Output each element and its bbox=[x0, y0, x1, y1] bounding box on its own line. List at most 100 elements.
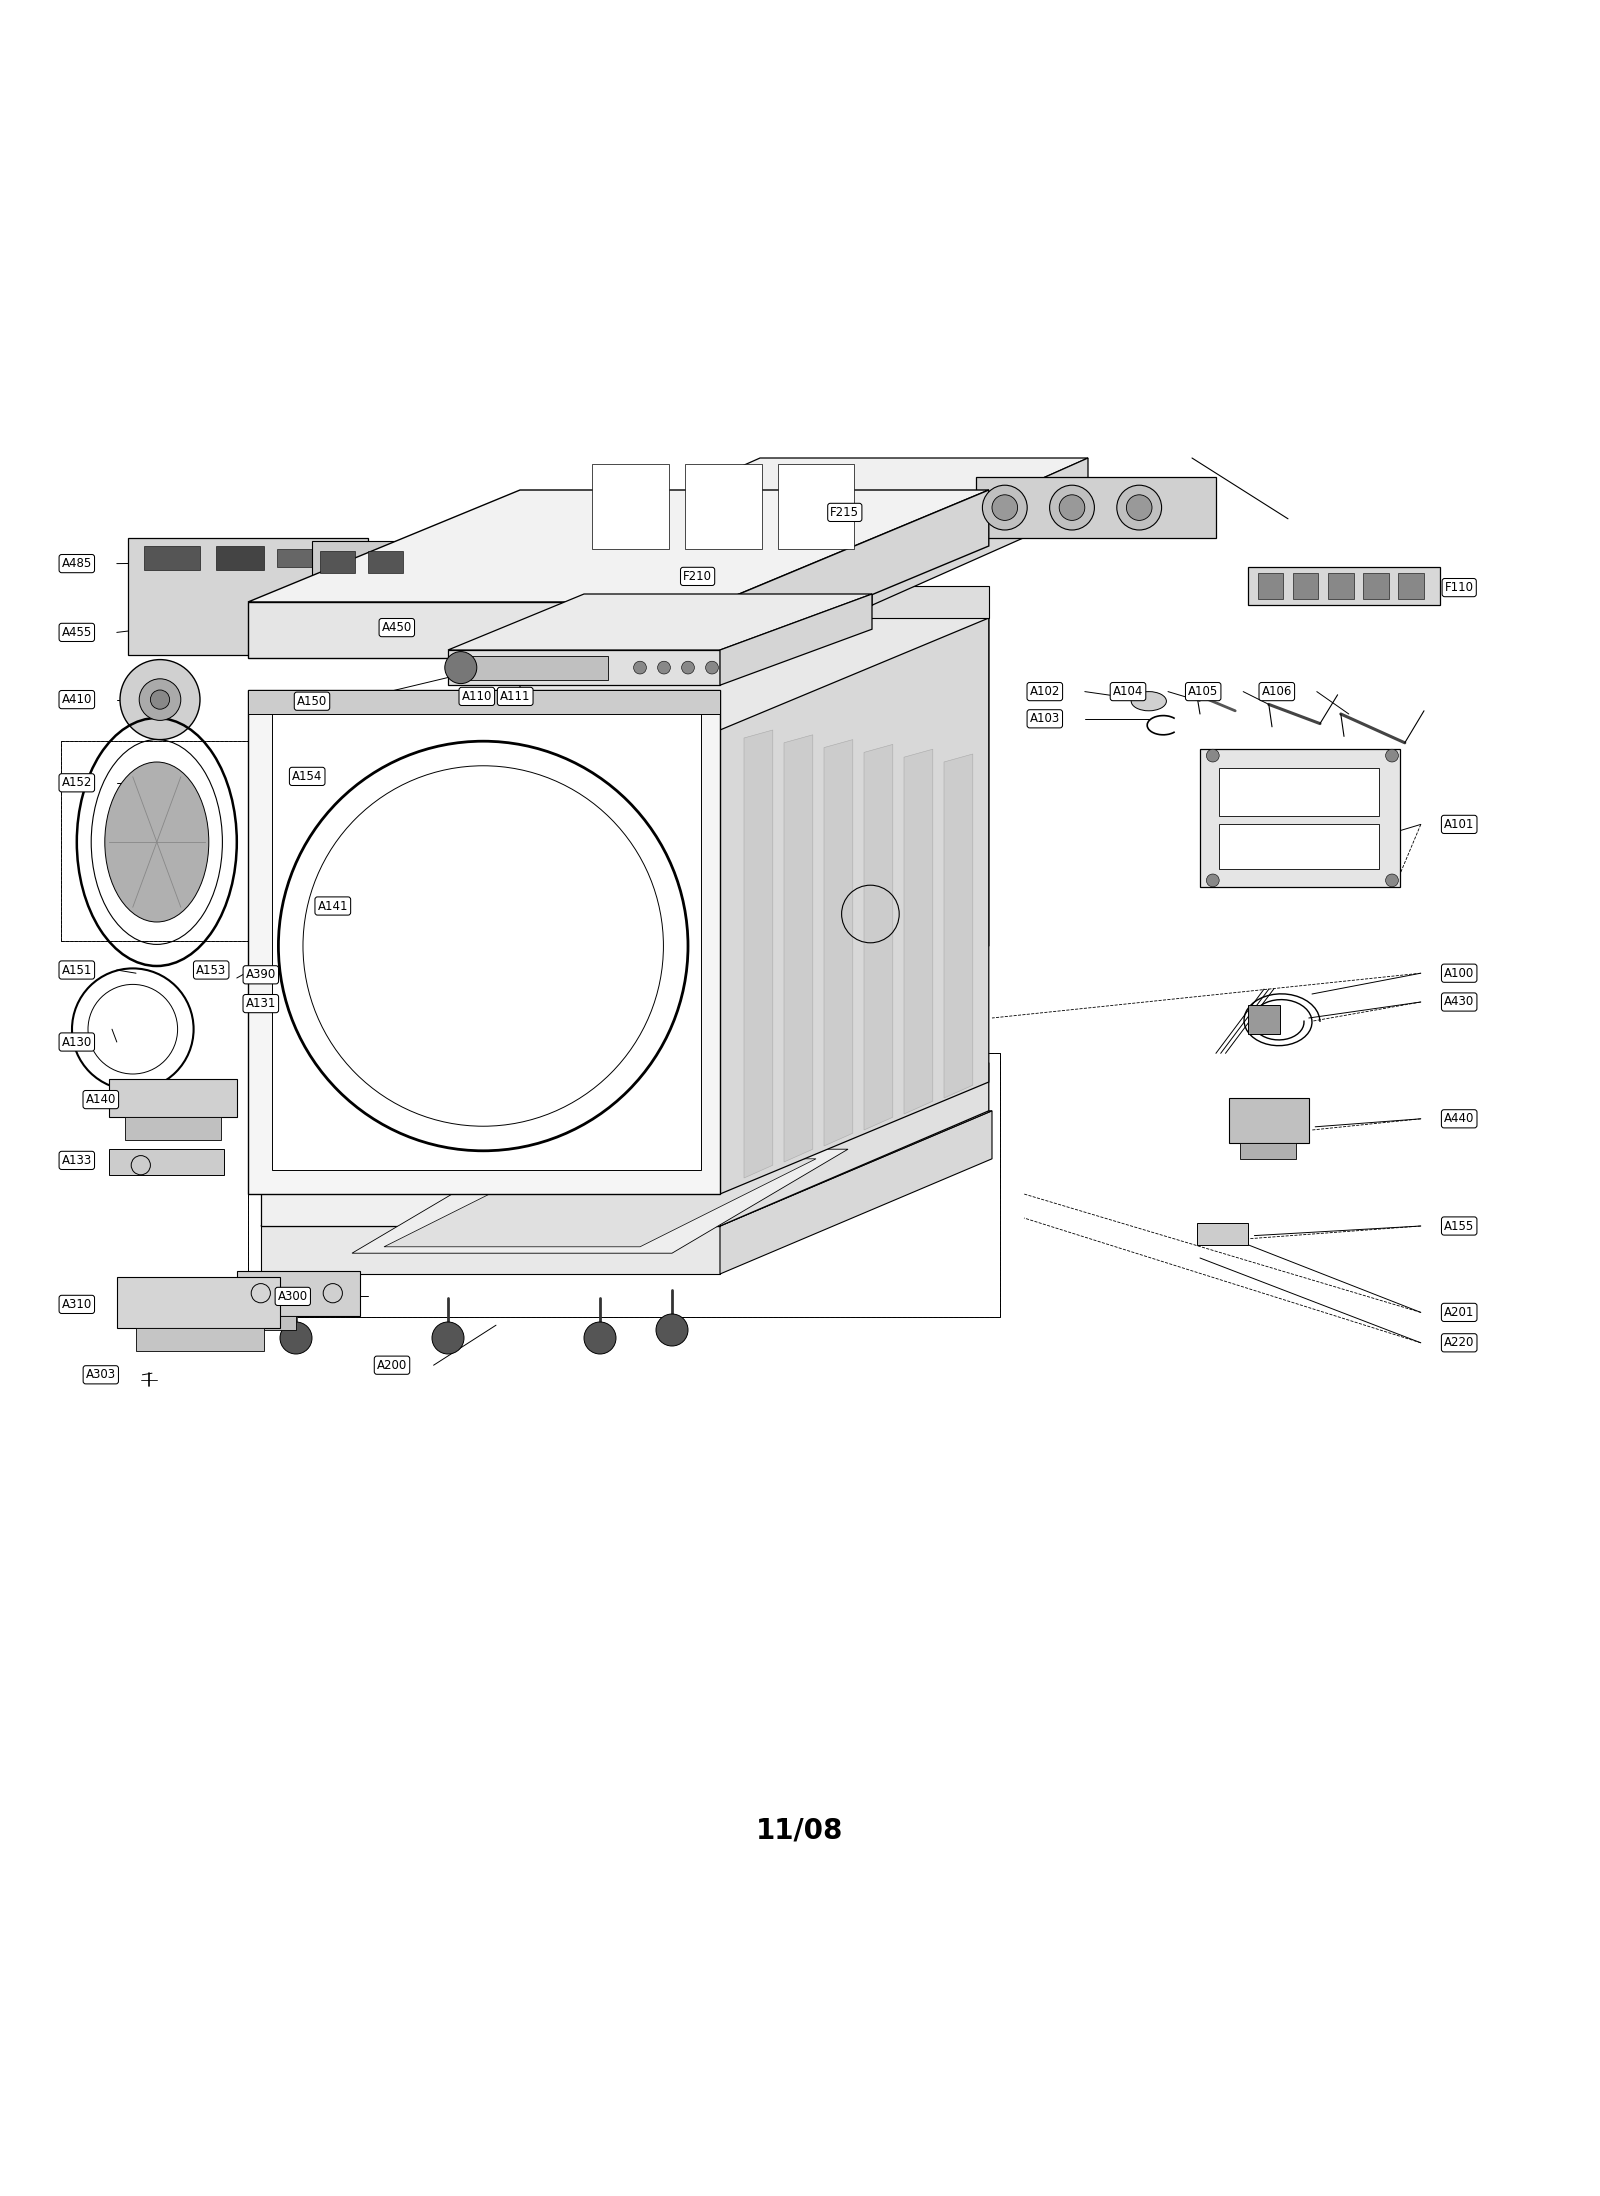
Circle shape bbox=[445, 652, 477, 683]
Polygon shape bbox=[904, 749, 933, 1113]
Polygon shape bbox=[136, 1329, 264, 1351]
Circle shape bbox=[1386, 749, 1398, 762]
Polygon shape bbox=[784, 736, 813, 1162]
Circle shape bbox=[1050, 485, 1094, 529]
Polygon shape bbox=[237, 1271, 360, 1315]
Polygon shape bbox=[1200, 749, 1400, 887]
Text: A131: A131 bbox=[246, 997, 275, 1010]
Polygon shape bbox=[352, 1149, 848, 1254]
Text: 11/08: 11/08 bbox=[757, 1816, 843, 1845]
Polygon shape bbox=[592, 463, 669, 549]
Polygon shape bbox=[544, 553, 872, 606]
Polygon shape bbox=[272, 712, 701, 1170]
Text: A390: A390 bbox=[246, 968, 275, 982]
Polygon shape bbox=[864, 744, 893, 1131]
Polygon shape bbox=[125, 1118, 221, 1140]
Text: F210: F210 bbox=[683, 571, 712, 582]
Ellipse shape bbox=[106, 762, 208, 922]
Polygon shape bbox=[1197, 1223, 1248, 1245]
Circle shape bbox=[1206, 874, 1219, 887]
Bar bbox=[320, 551, 355, 573]
Circle shape bbox=[280, 1322, 312, 1355]
Text: A103: A103 bbox=[1030, 712, 1059, 725]
Text: A300: A300 bbox=[278, 1289, 307, 1302]
Text: A151: A151 bbox=[62, 964, 91, 977]
Text: A101: A101 bbox=[1445, 817, 1474, 830]
Text: A220: A220 bbox=[1445, 1337, 1474, 1348]
Polygon shape bbox=[744, 729, 773, 1177]
Polygon shape bbox=[944, 753, 973, 1098]
Text: A430: A430 bbox=[1445, 995, 1474, 1008]
Text: A150: A150 bbox=[298, 694, 326, 707]
Bar bbox=[1219, 769, 1379, 817]
Polygon shape bbox=[520, 617, 989, 1065]
Circle shape bbox=[120, 659, 200, 740]
Ellipse shape bbox=[1131, 692, 1166, 712]
Polygon shape bbox=[117, 1278, 280, 1329]
Polygon shape bbox=[720, 490, 989, 659]
Circle shape bbox=[139, 679, 181, 720]
Text: A152: A152 bbox=[62, 777, 91, 788]
Polygon shape bbox=[248, 690, 720, 1195]
Text: A410: A410 bbox=[62, 694, 91, 707]
Polygon shape bbox=[109, 1078, 237, 1118]
Text: A450: A450 bbox=[382, 621, 411, 635]
Polygon shape bbox=[976, 477, 1216, 538]
Polygon shape bbox=[1229, 1098, 1309, 1142]
Text: A153: A153 bbox=[197, 964, 226, 977]
Text: A104: A104 bbox=[1114, 685, 1142, 698]
Polygon shape bbox=[109, 1149, 224, 1175]
Polygon shape bbox=[312, 540, 432, 582]
Text: A303: A303 bbox=[86, 1368, 115, 1381]
Text: A455: A455 bbox=[62, 626, 91, 639]
Circle shape bbox=[706, 661, 718, 674]
Circle shape bbox=[634, 661, 646, 674]
Polygon shape bbox=[128, 538, 368, 654]
Polygon shape bbox=[261, 1063, 989, 1177]
Circle shape bbox=[656, 1313, 688, 1346]
Polygon shape bbox=[824, 740, 853, 1146]
Circle shape bbox=[982, 485, 1027, 529]
Circle shape bbox=[432, 1322, 464, 1355]
Polygon shape bbox=[720, 593, 872, 685]
Polygon shape bbox=[544, 459, 1088, 553]
Text: A110: A110 bbox=[462, 690, 491, 703]
Polygon shape bbox=[778, 463, 854, 549]
Polygon shape bbox=[1240, 1142, 1296, 1159]
Text: A106: A106 bbox=[1262, 685, 1291, 698]
Polygon shape bbox=[520, 586, 989, 617]
Polygon shape bbox=[248, 690, 720, 714]
Polygon shape bbox=[464, 657, 608, 681]
Bar bbox=[368, 551, 403, 573]
Text: F110: F110 bbox=[1445, 582, 1474, 595]
Bar bbox=[1328, 573, 1354, 600]
Text: A201: A201 bbox=[1445, 1307, 1474, 1320]
Text: A130: A130 bbox=[62, 1037, 91, 1047]
Polygon shape bbox=[248, 602, 720, 659]
Polygon shape bbox=[216, 547, 264, 571]
Circle shape bbox=[318, 573, 354, 608]
Polygon shape bbox=[277, 549, 328, 567]
Circle shape bbox=[658, 661, 670, 674]
Text: A310: A310 bbox=[62, 1298, 91, 1311]
Circle shape bbox=[1206, 749, 1219, 762]
Text: A200: A200 bbox=[378, 1359, 406, 1372]
Bar bbox=[1258, 573, 1283, 600]
Polygon shape bbox=[1248, 567, 1440, 606]
Bar bbox=[1293, 573, 1318, 600]
Text: A100: A100 bbox=[1445, 966, 1474, 979]
Text: A102: A102 bbox=[1030, 685, 1059, 698]
Polygon shape bbox=[261, 1177, 720, 1225]
Polygon shape bbox=[720, 1063, 989, 1225]
Text: A440: A440 bbox=[1445, 1113, 1474, 1124]
Polygon shape bbox=[240, 1315, 296, 1331]
Text: A155: A155 bbox=[1445, 1219, 1474, 1232]
Circle shape bbox=[1386, 874, 1398, 887]
Polygon shape bbox=[248, 490, 989, 602]
Circle shape bbox=[150, 690, 170, 709]
Polygon shape bbox=[720, 617, 989, 1195]
Polygon shape bbox=[872, 459, 1088, 606]
Text: A141: A141 bbox=[317, 900, 349, 914]
Polygon shape bbox=[384, 1159, 816, 1247]
Text: A485: A485 bbox=[62, 558, 91, 571]
